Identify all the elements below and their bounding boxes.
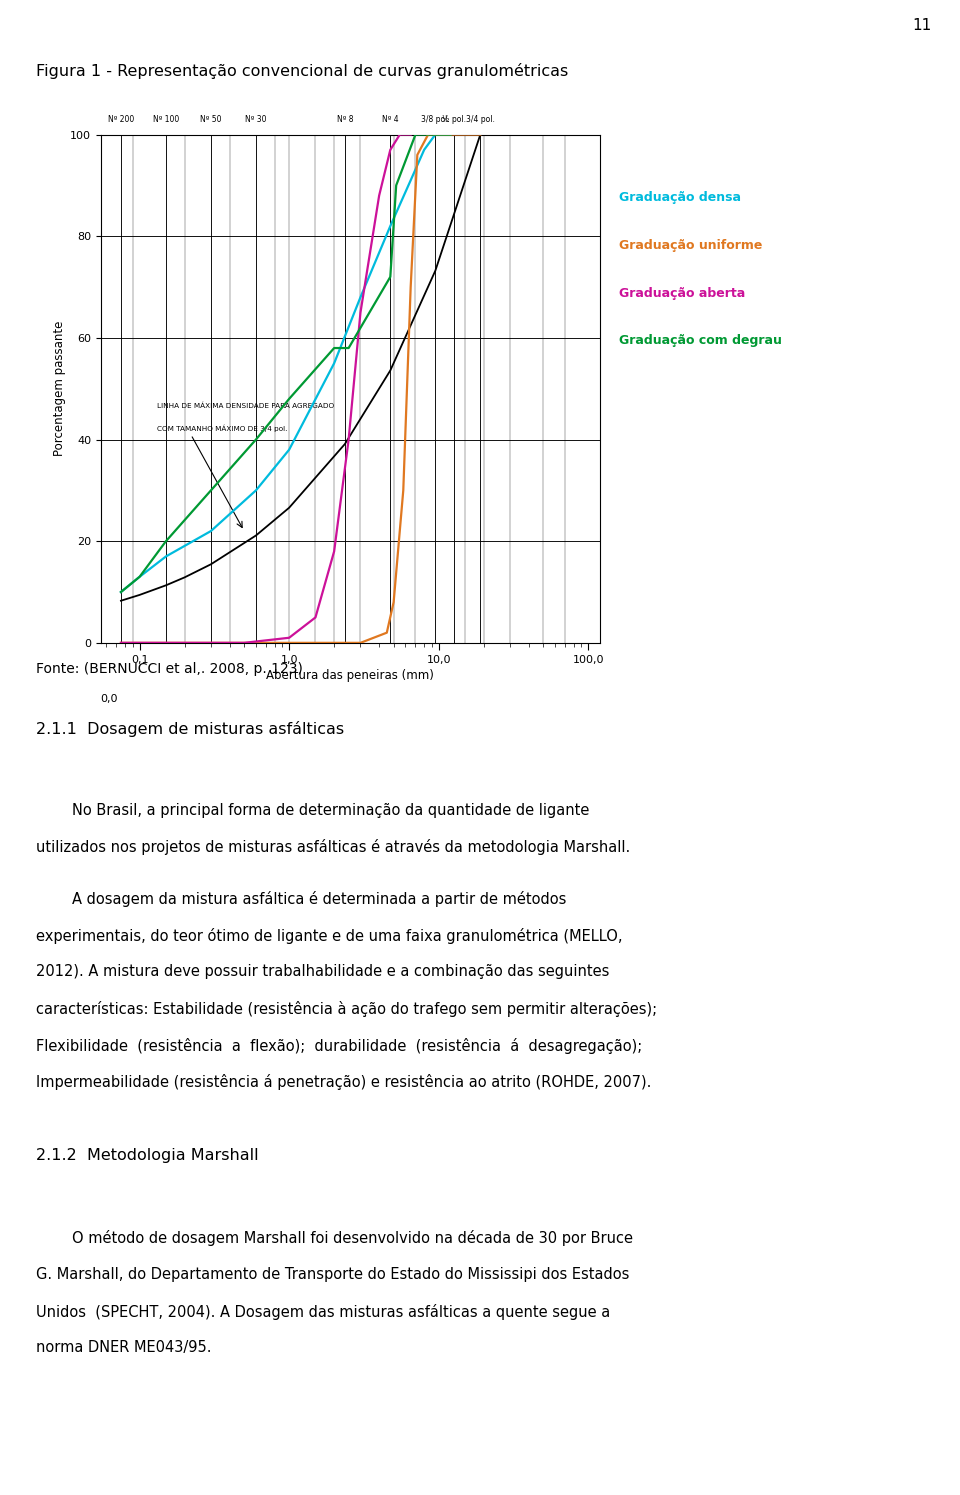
Text: 3/4 pol.: 3/4 pol. xyxy=(466,115,494,124)
Text: Nº 100: Nº 100 xyxy=(153,115,180,124)
Text: Nº 50: Nº 50 xyxy=(201,115,222,124)
Text: utilizados nos projetos de misturas asfálticas é através da metodologia Marshall: utilizados nos projetos de misturas asfá… xyxy=(36,840,631,855)
Text: características: Estabilidade (resistência à ação do trafego sem permitir altera: características: Estabilidade (resistênc… xyxy=(36,1002,658,1017)
Text: 0,0: 0,0 xyxy=(100,694,117,704)
Text: Figura 1 - Representação convencional de curvas granulométricas: Figura 1 - Representação convencional de… xyxy=(36,63,568,79)
Text: A dosagem da mistura asfáltica é determinada a partir de métodos: A dosagem da mistura asfáltica é determi… xyxy=(72,891,566,907)
Text: Graduação densa: Graduação densa xyxy=(619,191,741,203)
Text: 2.1.1  Dosagem de misturas asfálticas: 2.1.1 Dosagem de misturas asfálticas xyxy=(36,721,345,737)
Text: O método de dosagem Marshall foi desenvolvido na década de 30 por Bruce: O método de dosagem Marshall foi desenvo… xyxy=(72,1230,633,1247)
Text: G. Marshall, do Departamento de Transporte do Estado do Mississipi dos Estados: G. Marshall, do Departamento de Transpor… xyxy=(36,1268,630,1283)
Text: Nº 30: Nº 30 xyxy=(245,115,267,124)
X-axis label: Abertura das peneiras (mm): Abertura das peneiras (mm) xyxy=(267,668,434,682)
Text: Nº 200: Nº 200 xyxy=(108,115,134,124)
Text: Graduação uniforme: Graduação uniforme xyxy=(619,239,762,251)
Text: ½ pol.: ½ pol. xyxy=(443,115,467,124)
Text: Graduação aberta: Graduação aberta xyxy=(619,287,746,299)
Text: experimentais, do teor ótimo de ligante e de uma faixa granulométrica (MELLO,: experimentais, do teor ótimo de ligante … xyxy=(36,927,623,943)
Text: Unidos  (SPECHT, 2004). A Dosagem das misturas asfálticas a quente segue a: Unidos (SPECHT, 2004). A Dosagem das mis… xyxy=(36,1304,611,1320)
Text: Impermeabilidade (resistência á penetração) e resistência ao atrito (ROHDE, 2007: Impermeabilidade (resistência á penetraç… xyxy=(36,1075,652,1090)
Text: Graduação com degrau: Graduação com degrau xyxy=(619,335,782,347)
Text: No Brasil, a principal forma de determinação da quantidade de ligante: No Brasil, a principal forma de determin… xyxy=(72,803,589,818)
Text: Nº 4: Nº 4 xyxy=(382,115,398,124)
Text: 11: 11 xyxy=(912,18,931,33)
Text: Flexibilidade  (resistência  a  flexão);  durabilidade  (resistência  á  desagre: Flexibilidade (resistência a flexão); du… xyxy=(36,1038,643,1054)
Text: 2012). A mistura deve possuir trabalhabilidade e a combinação das seguintes: 2012). A mistura deve possuir trabalhabi… xyxy=(36,964,610,979)
Text: 2.1.2  Metodologia Marshall: 2.1.2 Metodologia Marshall xyxy=(36,1148,259,1163)
Text: Fonte: (BERNUCCI et al,. 2008, p. 123): Fonte: (BERNUCCI et al,. 2008, p. 123) xyxy=(36,662,303,676)
Text: Nº 8: Nº 8 xyxy=(337,115,353,124)
Text: 3/8 pol.: 3/8 pol. xyxy=(420,115,449,124)
Text: COM TAMANHO MÁXIMO DE 3/4 pol.: COM TAMANHO MÁXIMO DE 3/4 pol. xyxy=(156,425,287,432)
Text: LINHA DE MÁXIMA DENSIDADE PARA AGREGADO: LINHA DE MÁXIMA DENSIDADE PARA AGREGADO xyxy=(156,402,334,410)
Text: norma DNER ME043/95.: norma DNER ME043/95. xyxy=(36,1341,212,1356)
Y-axis label: Porcentagem passante: Porcentagem passante xyxy=(53,321,66,456)
